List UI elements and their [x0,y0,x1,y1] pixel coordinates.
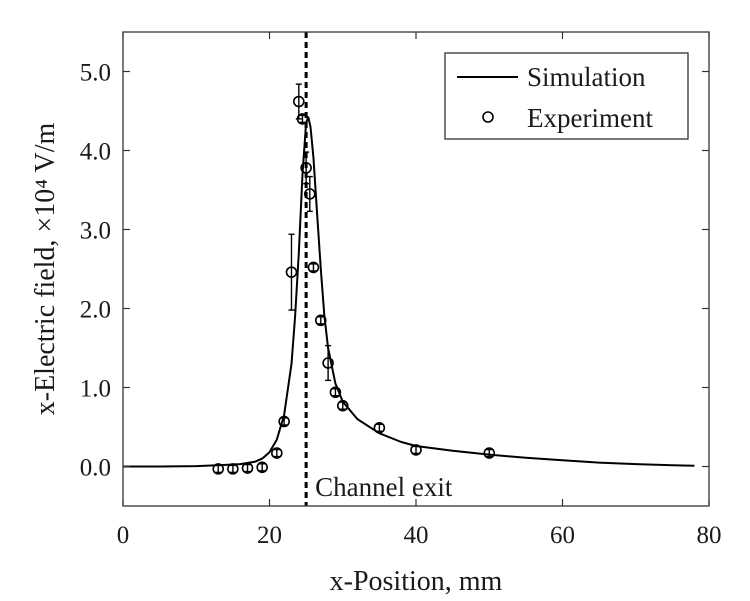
experiment-marker [329,386,342,399]
simulation-line [123,116,695,468]
experiment-marker [410,444,422,456]
y-tick-label: 0.0 [80,455,111,482]
experiment-marker [212,463,225,475]
x-tick-labels: 0 20 40 60 80 [117,522,722,549]
legend-experiment-label: Experiment [527,103,653,133]
x-axis-title: x-Position, mm [330,566,503,597]
experiment-marker [285,266,298,278]
experiment-point [329,386,342,399]
experiment-marker [314,314,327,327]
x-tick-label: 60 [550,522,575,549]
y-tick-label: 3.0 [80,218,111,245]
experiment-point [410,444,422,456]
legend-box [444,52,689,140]
axis-ticks [122,32,710,506]
experiment-marker [256,461,268,474]
y-tick-label: 1.0 [80,376,111,403]
x-tick-label: 20 [257,522,282,549]
experiment-marker [271,447,283,459]
y-tick-label: 4.0 [80,139,111,166]
legend-simulation-label: Simulation [527,62,646,92]
experiment-point [322,344,334,382]
experiment-point [307,261,320,274]
experiment-point [241,462,254,474]
experiment-point [271,447,283,459]
experiment-point [256,461,268,474]
experiment-marker [336,399,349,412]
legend-experiment-swatch [482,111,494,123]
experiment-marker [307,261,320,274]
x-tick-label: 0 [117,522,130,549]
experiment-point [483,447,496,459]
experiment-point [296,113,309,125]
experiment-marker [296,113,309,125]
experiment-marker [322,357,334,369]
experiment-marker [278,415,290,428]
experiment-point [212,463,225,475]
experiment-marker [241,462,254,474]
channel-exit-label: Channel exit [315,472,453,502]
experiment-marker [373,421,386,434]
experiment-marker [227,463,239,475]
x-tick-label: 40 [404,522,429,549]
experiment-points-layer [212,83,496,475]
experiment-point [285,233,298,311]
experiment-point [278,415,290,428]
legend: Simulation Experiment [444,52,689,140]
y-axis-title: x-Electric field, ×10⁴ V/m [30,123,61,416]
experiment-marker [292,95,305,108]
experiment-marker [483,447,496,459]
experiment-point [227,463,239,475]
simulation-curve-layer [123,116,695,468]
experiment-point [373,421,386,434]
experiment-point [314,314,327,327]
experiment-point [336,399,349,412]
y-tick-labels: 0.0 1.0 2.0 3.0 4.0 5.0 [80,60,111,482]
y-tick-label: 2.0 [80,297,111,324]
x-tick-label: 80 [697,522,722,549]
y-tick-label: 5.0 [80,60,111,87]
